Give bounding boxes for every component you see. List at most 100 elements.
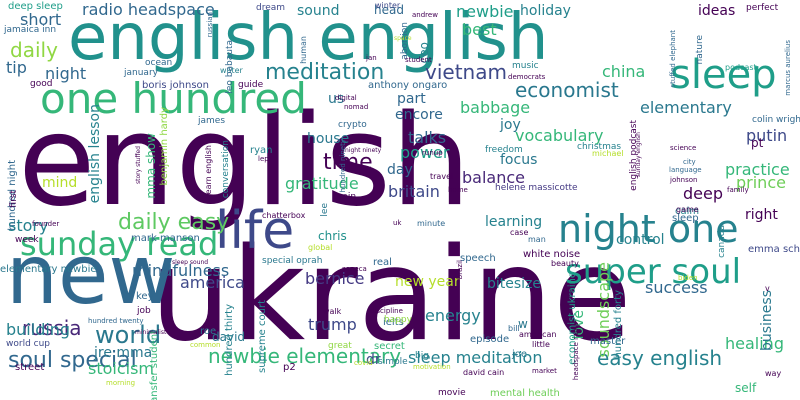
- word: podcast: [725, 63, 757, 72]
- word: mental health: [490, 388, 560, 399]
- word: lep: [258, 155, 269, 163]
- word: secret: [374, 341, 405, 352]
- word: trump: [308, 315, 357, 334]
- word: january: [124, 68, 158, 78]
- word: walk: [323, 307, 342, 316]
- word: winter: [375, 1, 401, 10]
- word: master: [590, 336, 626, 347]
- word: runup: [422, 149, 443, 157]
- word: power: [400, 143, 450, 162]
- word: house: [307, 131, 350, 147]
- word: america: [180, 273, 245, 292]
- word: newbie elementary: [208, 344, 402, 368]
- word: vocabulary: [515, 126, 604, 145]
- word: family: [727, 186, 749, 194]
- word: night one: [558, 207, 739, 251]
- word: bernice: [305, 269, 365, 288]
- word: encore: [395, 107, 443, 123]
- word: ielts: [383, 317, 404, 328]
- word: common: [190, 341, 221, 349]
- word: elementary: [640, 98, 732, 117]
- word: morning: [106, 379, 136, 387]
- word: night: [45, 64, 87, 83]
- word: hundred forty: [613, 290, 624, 359]
- word: motivation: [413, 363, 451, 371]
- word: ukraine: [150, 221, 632, 370]
- word: global: [308, 243, 333, 252]
- word: speech: [460, 253, 496, 264]
- word: ryan: [250, 145, 273, 156]
- word: anthony ongaro: [368, 80, 448, 91]
- word: happy: [384, 315, 412, 325]
- word: david cain: [463, 368, 505, 377]
- word: us: [328, 91, 345, 107]
- word: colin wright: [752, 115, 800, 125]
- word: chris: [318, 229, 347, 243]
- word: michael: [592, 149, 624, 158]
- word: way: [765, 369, 782, 378]
- word: radio headspace: [82, 0, 215, 19]
- word: seneca: [342, 265, 367, 273]
- word: hundred twenty: [88, 317, 144, 325]
- word: new: [6, 228, 176, 323]
- word: soul special: [8, 348, 137, 373]
- word: sleep: [670, 52, 777, 98]
- word: uk: [393, 219, 402, 227]
- word: sleep: [672, 213, 699, 224]
- word: canada: [717, 225, 727, 258]
- word: white noise: [523, 249, 581, 260]
- word: marcus aurelius: [784, 40, 792, 96]
- word: chatterbox: [262, 211, 306, 220]
- word: english english: [68, 1, 549, 75]
- word: simple: [378, 357, 408, 367]
- word: sunday english: [635, 132, 642, 178]
- word: mindfulness: [132, 261, 230, 280]
- word: founder: [32, 220, 60, 228]
- word: story stuffed: [135, 146, 142, 184]
- word: elementary newbie: [0, 264, 97, 275]
- word: english lesson: [87, 104, 103, 204]
- word: big: [415, 351, 429, 361]
- word: time: [323, 150, 373, 175]
- word: part: [397, 91, 426, 107]
- word: deep sleep: [8, 1, 63, 12]
- word: vietnam: [425, 60, 507, 84]
- word: jamaica inn: [4, 25, 57, 35]
- word: balance: [462, 168, 525, 187]
- word: v: [765, 284, 770, 293]
- word: beauty: [551, 259, 579, 268]
- word: learn english: [204, 145, 213, 197]
- word: daily easy: [118, 210, 230, 235]
- word: life: [215, 201, 295, 261]
- word: language: [669, 166, 702, 174]
- word: student: [405, 56, 432, 64]
- word: energy: [425, 306, 481, 325]
- word: human: [299, 36, 308, 64]
- word: american: [519, 330, 557, 339]
- word: mma show: [144, 133, 158, 199]
- word: building: [6, 320, 71, 339]
- word: business: [759, 290, 775, 352]
- word: first: [9, 190, 19, 208]
- word: lee: [320, 203, 330, 217]
- word: perfect: [746, 3, 779, 13]
- word: hundred thirty: [224, 304, 235, 376]
- word: learning: [485, 214, 543, 230]
- word: short: [20, 10, 62, 29]
- word: jan: [366, 54, 377, 62]
- word: night ninety: [345, 147, 382, 154]
- word: man: [528, 235, 546, 244]
- word: prince: [736, 173, 786, 192]
- word: conversation: [221, 140, 231, 199]
- word: brazil: [456, 260, 464, 280]
- word: russian: [206, 12, 214, 38]
- word: china: [602, 62, 646, 81]
- word: focus: [500, 152, 538, 168]
- word: one hundred: [40, 74, 307, 123]
- word: putin: [746, 126, 788, 145]
- word: minimalist: [135, 329, 167, 336]
- word: sleep sound: [172, 259, 209, 266]
- word: gratitude: [285, 174, 359, 193]
- word: guide: [238, 80, 264, 90]
- word: home: [448, 186, 468, 194]
